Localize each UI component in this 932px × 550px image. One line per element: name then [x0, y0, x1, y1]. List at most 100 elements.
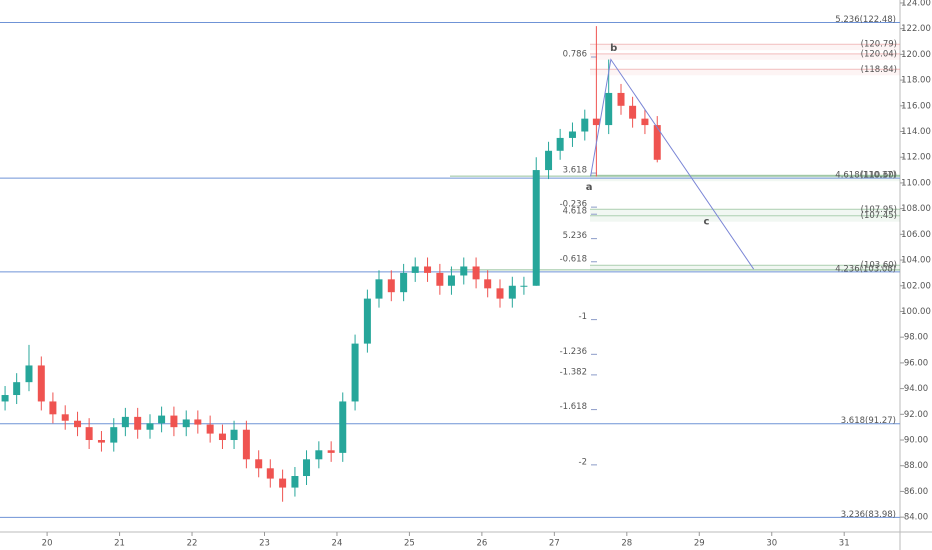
candle-body	[266, 468, 274, 479]
y-tick-label: 116.00	[901, 101, 931, 111]
candle-body	[447, 275, 455, 286]
y-tick-label: 94.00	[904, 384, 928, 394]
candle-body	[1, 395, 9, 402]
candle-body	[97, 440, 105, 443]
candle-body	[363, 298, 371, 344]
x-tick-label: 30	[766, 539, 777, 549]
candle-body	[230, 429, 238, 441]
y-tick-label: 112.00	[901, 153, 931, 163]
x-tick-label: 21	[114, 539, 125, 549]
candle-body	[641, 118, 649, 126]
candle-body	[315, 450, 323, 460]
x-tick-label: 29	[694, 539, 705, 549]
candle-body	[49, 401, 57, 415]
candle-body	[484, 279, 492, 289]
price-label: (120.79)	[861, 40, 897, 50]
fib-label: -0.236	[560, 200, 587, 210]
y-tick-label: 118.00	[901, 76, 931, 86]
y-tick-label: 86.00	[904, 487, 928, 497]
candle-body	[424, 266, 432, 273]
y-tick-label: 84.00	[904, 513, 928, 523]
candle-body	[255, 459, 263, 469]
point-label: a	[586, 182, 593, 193]
y-tick-label: 98.00	[904, 333, 928, 343]
y-tick-label: 110.00	[901, 178, 931, 188]
candle-body	[279, 478, 287, 488]
level-label: 4.236(103.08)	[835, 264, 896, 274]
y-tick-label: 108.00	[901, 204, 931, 214]
fib-label: -1.618	[560, 402, 587, 412]
candle-body	[545, 150, 553, 171]
price-label: (107.95)	[861, 205, 897, 215]
y-tick-label: 122.00	[901, 24, 931, 34]
candle-body	[13, 382, 21, 396]
candle-body	[194, 419, 202, 425]
candle-body	[85, 427, 93, 441]
y-tick-label: 114.00	[901, 127, 931, 137]
candle-body	[400, 272, 408, 293]
candle-body	[121, 416, 129, 428]
candle-body	[581, 118, 589, 132]
candle-body	[61, 414, 69, 421]
candle-body	[460, 266, 468, 276]
candle-body	[242, 429, 250, 460]
y-tick-label: 124.00	[901, 0, 931, 8]
x-tick-label: 28	[621, 539, 632, 549]
y-tick-label: 120.00	[901, 50, 931, 60]
projection-line	[590, 58, 755, 270]
fib-label: -2	[579, 457, 587, 467]
candle-body	[158, 415, 166, 424]
candle-body	[327, 450, 335, 453]
level-label: 3.236(83.98)	[841, 510, 896, 520]
price-label: (118.84)	[861, 65, 897, 75]
fib-zone	[590, 44, 900, 51]
fib-label: 3.618	[563, 166, 587, 176]
candle-body	[146, 423, 154, 430]
candle-body	[37, 365, 45, 402]
fib-label: 4.618	[563, 207, 587, 217]
fib-zone	[590, 209, 900, 216]
candle-body	[496, 288, 504, 299]
candle-body	[375, 279, 383, 299]
candle-body	[629, 105, 637, 119]
x-tick-label: 26	[476, 539, 487, 549]
y-tick-label: 102.00	[901, 281, 931, 291]
candle-body	[206, 424, 214, 434]
y-tick-label: 96.00	[904, 358, 928, 368]
candle-body	[568, 131, 576, 138]
price-label: (107.45)	[861, 211, 897, 221]
candle-body	[592, 118, 600, 126]
candle-body	[532, 170, 540, 286]
candle-body	[74, 420, 82, 428]
candle-body	[617, 92, 625, 106]
fib-zone	[590, 53, 900, 60]
fib-label: 0.786	[563, 49, 587, 59]
candle-body	[605, 92, 613, 126]
candle-body	[291, 476, 299, 488]
y-tick-label: 88.00	[904, 461, 928, 471]
fib-zone	[590, 215, 900, 222]
fib-zone	[590, 69, 900, 76]
candle-body	[653, 125, 661, 160]
candle-body	[110, 427, 118, 443]
price-label: (103.60)	[861, 261, 897, 271]
candle-body	[387, 279, 395, 293]
x-tick-label: 23	[259, 539, 270, 549]
candle-body	[556, 137, 564, 151]
candle-body	[182, 419, 190, 428]
point-label: c	[704, 216, 710, 227]
candle-body	[520, 285, 528, 287]
x-tick-label: 22	[187, 539, 198, 549]
point-label: b	[610, 43, 617, 54]
fib-label: 5.236	[563, 231, 587, 241]
y-tick-label: 92.00	[904, 410, 928, 420]
candle-body	[303, 459, 311, 477]
candle-body	[508, 285, 516, 299]
x-tick-label: 20	[42, 539, 53, 549]
x-tick-label: 25	[404, 539, 415, 549]
fib-label: -1	[579, 312, 587, 322]
fib-label: -0.618	[560, 254, 587, 264]
price-label: (120.04)	[861, 49, 897, 59]
candle-body	[25, 365, 33, 383]
